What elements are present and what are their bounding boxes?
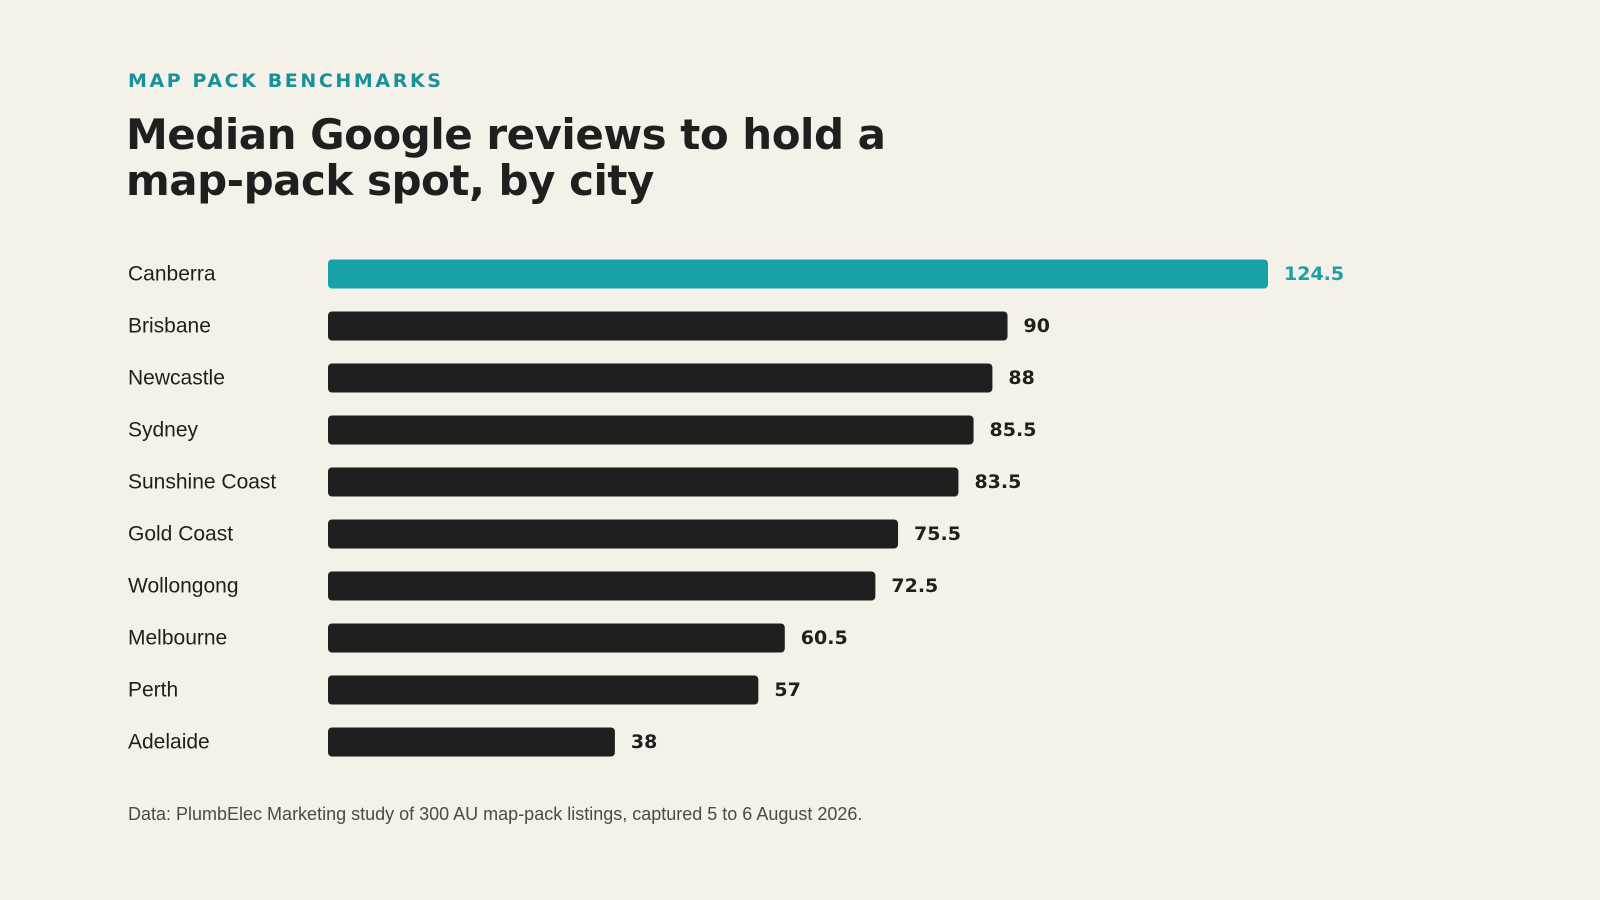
category-label: Wollongong — [128, 575, 239, 598]
bar — [328, 363, 993, 393]
bar — [328, 571, 876, 601]
category-label: Sunshine Coast — [128, 471, 276, 494]
value-label: 38 — [631, 731, 657, 753]
bar — [328, 311, 1008, 341]
value-label: 57 — [774, 679, 800, 701]
bar — [328, 727, 615, 757]
bar — [328, 259, 1268, 289]
category-label: Gold Coast — [128, 523, 233, 546]
value-label: 85.5 — [990, 419, 1037, 441]
value-label: 124.5 — [1284, 263, 1344, 285]
bar — [328, 675, 759, 705]
value-label: 83.5 — [974, 471, 1021, 493]
bar — [328, 623, 785, 653]
category-label: Melbourne — [128, 627, 227, 650]
value-label: 90 — [1024, 315, 1050, 337]
category-label: Newcastle — [128, 367, 225, 390]
chart-title: Median Google reviews to hold a map-pack… — [126, 110, 886, 205]
value-label: 60.5 — [801, 627, 848, 649]
category-label: Perth — [128, 679, 178, 702]
category-label: Sydney — [128, 419, 199, 442]
category-label: Brisbane — [128, 315, 211, 338]
value-label: 75.5 — [914, 523, 961, 545]
category-label: Adelaide — [128, 731, 210, 754]
value-label: 88 — [1008, 367, 1034, 389]
bar — [328, 467, 959, 497]
bar — [328, 519, 899, 549]
data-source-note: Data: PlumbElec Marketing study of 300 A… — [128, 804, 863, 824]
category-label: Canberra — [128, 263, 216, 286]
bar — [328, 415, 974, 445]
value-label: 72.5 — [891, 575, 938, 597]
chart-eyebrow: MAP PACK BENCHMARKS — [128, 70, 444, 92]
